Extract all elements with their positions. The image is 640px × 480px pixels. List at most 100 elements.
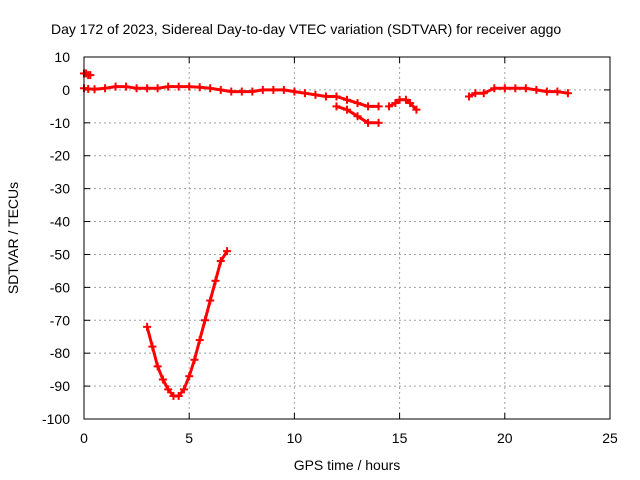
series-0 [80, 82, 341, 101]
data-point [90, 85, 99, 94]
data-point [374, 118, 383, 127]
y-tick-label: -90 [50, 378, 70, 394]
data-point [532, 85, 541, 94]
data-point [343, 105, 351, 114]
data-point [211, 276, 220, 285]
data-point [206, 84, 215, 93]
data-point [563, 89, 572, 98]
data-point [200, 316, 209, 325]
data-point [511, 84, 520, 93]
data-point [86, 71, 95, 80]
y-tick-label: 0 [62, 82, 70, 98]
data-point [300, 89, 309, 98]
y-axis-ticks: 10 0 -10 -20 -30 -40 -50 -60 -70 -80 -90 -100 [42, 49, 610, 427]
series-line [145, 249, 229, 398]
data-point [364, 118, 373, 127]
y-tick-label: -20 [50, 148, 70, 164]
y-tick-label: -80 [50, 345, 70, 361]
data-point [353, 99, 362, 108]
data-series [80, 69, 572, 400]
data-point [353, 112, 362, 121]
series-4 [385, 95, 421, 114]
data-point [406, 99, 415, 108]
data-point [132, 84, 141, 93]
series-2 [332, 92, 383, 111]
data-point [174, 391, 183, 400]
data-point [158, 375, 167, 384]
data-point [148, 342, 157, 351]
data-point [542, 87, 551, 96]
data-point [374, 102, 383, 111]
x-tick-label: 15 [392, 430, 408, 446]
data-point [153, 362, 162, 371]
data-point [190, 355, 199, 364]
data-point [223, 247, 232, 256]
data-point [185, 372, 194, 381]
data-point [332, 102, 341, 111]
data-point [216, 257, 225, 266]
x-tick-label: 5 [185, 430, 193, 446]
series-line [387, 98, 418, 112]
series-6 [143, 247, 232, 400]
data-point [227, 87, 236, 96]
data-point [143, 322, 152, 331]
grid-lines [84, 57, 610, 419]
data-point [311, 90, 320, 99]
x-tick-label: 10 [287, 430, 303, 446]
series-5 [465, 84, 572, 101]
data-point [490, 84, 499, 93]
x-axis-ticks: 0 5 10 15 20 25 [80, 57, 618, 446]
chart-title: Day 172 of 2023, Sidereal Day-to-day VTE… [51, 21, 561, 37]
data-point [553, 87, 562, 96]
series-3 [332, 102, 383, 127]
data-point [412, 105, 421, 114]
data-point [401, 95, 410, 104]
y-tick-label: -30 [50, 181, 70, 197]
y-tick-label: -70 [50, 312, 70, 328]
y-tick-label: -50 [50, 246, 70, 262]
data-point [164, 82, 173, 91]
data-point [521, 84, 530, 93]
y-tick-label: -100 [42, 411, 70, 427]
y-tick-label: -10 [50, 115, 70, 131]
data-point [164, 385, 173, 394]
y-tick-label: 10 [54, 49, 70, 65]
x-tick-label: 25 [602, 430, 618, 446]
x-axis-label: GPS time / hours [294, 457, 401, 473]
data-point [364, 102, 373, 111]
data-point [195, 83, 204, 92]
data-point [206, 296, 215, 305]
y-tick-label: -60 [50, 279, 70, 295]
data-point [465, 92, 474, 101]
data-point [471, 89, 480, 98]
series-1 [80, 69, 95, 80]
x-tick-label: 20 [497, 430, 513, 446]
data-point [269, 85, 278, 94]
plot-frame [83, 56, 611, 420]
y-axis-label: SDTVAR / TECUs [5, 182, 21, 294]
data-point [391, 99, 400, 108]
data-point [174, 82, 183, 91]
data-point [216, 85, 225, 94]
data-point [321, 92, 330, 101]
x-tick-label: 0 [80, 430, 88, 446]
data-point [332, 92, 341, 101]
data-point [185, 82, 194, 91]
data-point [143, 84, 152, 93]
data-point [101, 84, 110, 93]
data-point [290, 87, 299, 96]
data-point [237, 87, 246, 96]
data-point [195, 336, 204, 345]
data-point [479, 89, 488, 98]
data-point [500, 84, 509, 93]
data-point [258, 85, 267, 94]
data-point [179, 385, 188, 394]
y-tick-label: -40 [50, 214, 70, 230]
data-point [385, 102, 394, 111]
data-point [343, 95, 351, 104]
data-point [279, 85, 288, 94]
data-point [153, 84, 162, 93]
data-point [122, 82, 131, 91]
data-point [248, 87, 257, 96]
